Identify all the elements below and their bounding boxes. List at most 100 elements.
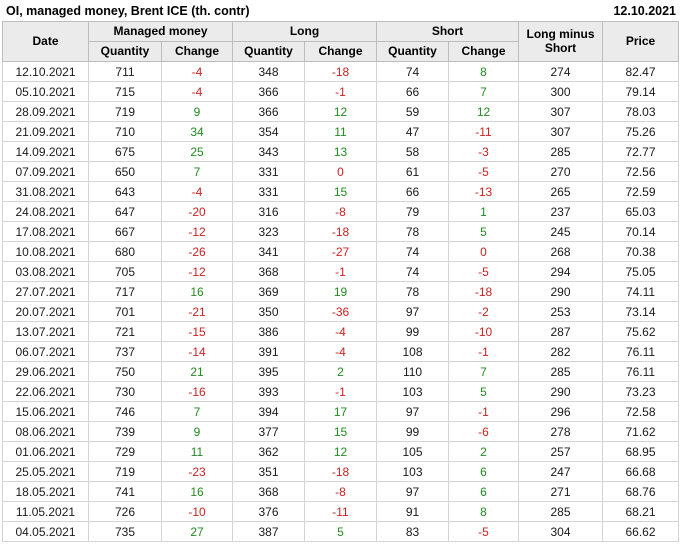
date-cell: 12.10.2021 [2, 61, 89, 82]
short-change-cell: -5 [448, 261, 520, 282]
short-quantity-cell: 110 [376, 361, 450, 382]
long-change-cell: -4 [303, 321, 378, 342]
long-change-cell: -4 [303, 341, 378, 362]
date-cell: 29.06.2021 [2, 361, 89, 382]
short-change-cell: -1 [448, 341, 520, 362]
mm-change-cell: 11 [161, 441, 233, 462]
mm-change-cell: 7 [161, 161, 233, 182]
short-change-cell: -10 [448, 321, 520, 342]
table-row: 20.07.2021 701 -21 350 -36 97 -2 253 73.14 [2, 301, 680, 322]
mm-change-cell: -12 [161, 221, 233, 242]
table-row: 17.08.2021 667 -12 323 -18 78 5 245 70.14 [2, 221, 680, 242]
short-quantity-cell: 47 [376, 121, 450, 142]
table-row: 12.10.2021 711 -4 348 -18 74 8 274 82.47 [2, 61, 680, 82]
long-quantity-cell: 376 [232, 501, 305, 522]
date-cell: 10.08.2021 [2, 241, 89, 262]
long-change-cell: -1 [303, 381, 378, 402]
mm-quantity-cell: 741 [88, 481, 162, 502]
price-cell: 76.11 [602, 361, 680, 382]
price-cell: 72.56 [602, 161, 680, 182]
short-change-cell: 7 [448, 361, 520, 382]
mm-change-cell: -10 [161, 501, 233, 522]
long-quantity-cell: 343 [232, 141, 305, 162]
long-quantity-cell: 395 [232, 361, 305, 382]
price-cell: 68.21 [602, 501, 680, 522]
mm-change-cell: 34 [161, 121, 233, 142]
long-minus-short-cell: 285 [518, 141, 604, 162]
table-row: 24.08.2021 647 -20 316 -8 79 1 237 65.03 [2, 201, 680, 222]
mm-quantity-cell: 711 [88, 61, 162, 82]
long-minus-short-cell: 307 [518, 121, 604, 142]
short-quantity-cell: 59 [376, 101, 450, 122]
short-change-cell: -6 [448, 421, 520, 442]
short-change-cell: -2 [448, 301, 520, 322]
price-cell: 70.14 [602, 221, 680, 242]
header-price: Price [602, 21, 680, 62]
date-cell: 27.07.2021 [2, 281, 89, 302]
date-cell: 15.06.2021 [2, 401, 89, 422]
price-cell: 74.11 [602, 281, 680, 302]
long-change-cell: -1 [303, 261, 378, 282]
mm-quantity-cell: 737 [88, 341, 162, 362]
long-change-cell: -1 [303, 81, 378, 102]
mm-change-cell: 9 [161, 421, 233, 442]
mm-change-cell: -26 [161, 241, 233, 262]
table-row: 28.09.2021 719 9 366 12 59 12 307 78.03 [2, 101, 680, 122]
short-quantity-cell: 61 [376, 161, 450, 182]
mm-change-cell: -14 [161, 341, 233, 362]
date-cell: 20.07.2021 [2, 301, 89, 322]
table-row: 25.05.2021 719 -23 351 -18 103 6 247 66.68 [2, 461, 680, 482]
mm-quantity-cell: 726 [88, 501, 162, 522]
short-quantity-cell: 66 [376, 181, 450, 202]
short-quantity-cell: 103 [376, 381, 450, 402]
table-row: 03.08.2021 705 -12 368 -1 74 -5 294 75.05 [2, 261, 680, 282]
mm-quantity-cell: 735 [88, 521, 162, 542]
long-minus-short-cell: 247 [518, 461, 604, 482]
long-quantity-cell: 351 [232, 461, 305, 482]
short-change-cell: 2 [448, 441, 520, 462]
short-change-cell: 1 [448, 201, 520, 222]
header-long-quantity: Quantity [232, 41, 305, 62]
date-cell: 24.08.2021 [2, 201, 89, 222]
short-quantity-cell: 79 [376, 201, 450, 222]
price-cell: 75.26 [602, 121, 680, 142]
long-quantity-cell: 348 [232, 61, 305, 82]
date-cell: 03.08.2021 [2, 261, 89, 282]
mm-quantity-cell: 643 [88, 181, 162, 202]
date-cell: 06.07.2021 [2, 341, 89, 362]
long-minus-short-cell: 237 [518, 201, 604, 222]
header-mm-quantity: Quantity [88, 41, 162, 62]
long-quantity-cell: 354 [232, 121, 305, 142]
date-cell: 14.09.2021 [2, 141, 89, 162]
date-cell: 07.09.2021 [2, 161, 89, 182]
mm-change-cell: -21 [161, 301, 233, 322]
mm-quantity-cell: 701 [88, 301, 162, 322]
mm-change-cell: -12 [161, 261, 233, 282]
short-quantity-cell: 97 [376, 401, 450, 422]
long-minus-short-cell: 290 [518, 281, 604, 302]
mm-quantity-cell: 729 [88, 441, 162, 462]
long-quantity-cell: 331 [232, 161, 305, 182]
long-change-cell: 5 [303, 521, 378, 542]
date-cell: 17.08.2021 [2, 221, 89, 242]
short-quantity-cell: 74 [376, 261, 450, 282]
long-change-cell: -27 [303, 241, 378, 262]
table-row: 01.06.2021 729 11 362 12 105 2 257 68.95 [2, 441, 680, 462]
mm-quantity-cell: 719 [88, 101, 162, 122]
long-change-cell: 12 [303, 101, 378, 122]
short-quantity-cell: 66 [376, 81, 450, 102]
long-change-cell: -18 [303, 61, 378, 82]
short-change-cell: -13 [448, 181, 520, 202]
mm-quantity-cell: 715 [88, 81, 162, 102]
mm-quantity-cell: 667 [88, 221, 162, 242]
long-minus-short-cell: 287 [518, 321, 604, 342]
mm-change-cell: -4 [161, 181, 233, 202]
mm-change-cell: 27 [161, 521, 233, 542]
header-mm-change: Change [161, 41, 233, 62]
long-change-cell: -11 [303, 501, 378, 522]
short-quantity-cell: 103 [376, 461, 450, 482]
mm-change-cell: 16 [161, 481, 233, 502]
table-row: 29.06.2021 750 21 395 2 110 7 285 76.11 [2, 361, 680, 382]
long-change-cell: 12 [303, 441, 378, 462]
mm-change-cell: 25 [161, 141, 233, 162]
